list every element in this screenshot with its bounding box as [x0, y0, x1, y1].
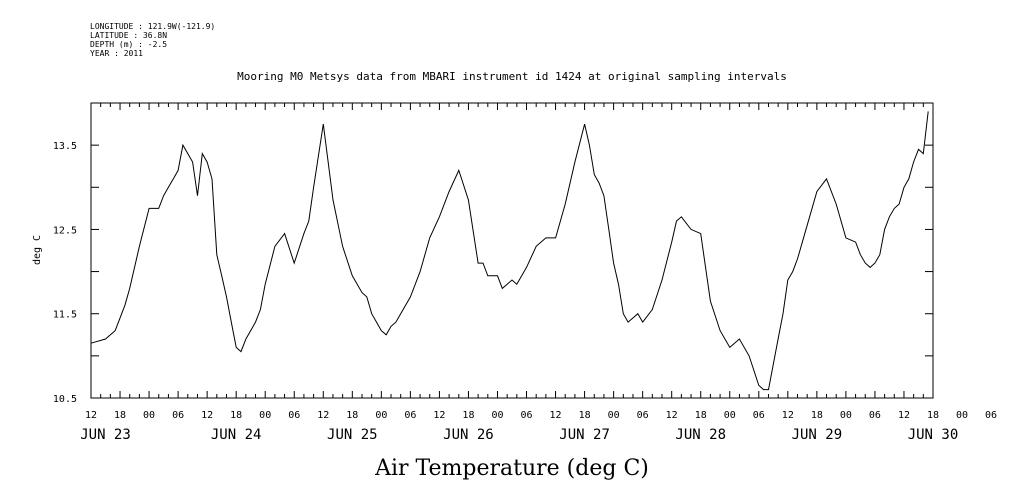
- x-day-label: JUN 26: [443, 427, 494, 443]
- x-hour-tick-label: 18: [811, 410, 823, 421]
- x-hour-tick-label: 18: [230, 410, 242, 421]
- year-text: YEAR : 2011: [90, 49, 143, 58]
- x-hour-tick-label: 06: [869, 410, 881, 421]
- x-hour-tick-label: 12: [201, 410, 213, 421]
- y-axis-title: deg C: [32, 235, 43, 265]
- x-hour-tick-label: 12: [550, 410, 562, 421]
- x-hour-tick-label: 18: [579, 410, 591, 421]
- x-hour-tick-label: 12: [85, 410, 97, 421]
- x-hour-tick-label: 00: [608, 410, 620, 421]
- x-hour-tick-label: 06: [985, 410, 997, 421]
- x-hour-tick-label: 06: [172, 410, 184, 421]
- x-day-label: JUN 28: [675, 427, 726, 443]
- latitude-text: LATITUDE : 36.8N: [90, 31, 168, 40]
- x-hour-tick-label: 12: [433, 410, 445, 421]
- x-hour-tick-label: 12: [666, 410, 678, 421]
- longitude-text: LONGITUDE : 121.9W(-121.9): [90, 22, 216, 31]
- x-hour-tick-label: 00: [724, 410, 736, 421]
- x-hour-tick-label: 18: [346, 410, 358, 421]
- x-day-label: JUN 30: [908, 427, 959, 443]
- x-hour-tick-label: 12: [898, 410, 910, 421]
- series-group: [90, 111, 929, 391]
- y-tick-label: 10.5: [53, 394, 77, 405]
- x-hour-tick-label: 18: [462, 410, 474, 421]
- x-hour-tick-label: 12: [317, 410, 329, 421]
- x-hour-tick-label: 00: [143, 410, 155, 421]
- y-tick-label: 12.5: [53, 225, 77, 236]
- x-day-label: JUN 27: [559, 427, 610, 443]
- y-tick-label: 11.5: [53, 310, 77, 321]
- x-hour-tick-label: 06: [520, 410, 532, 421]
- x-hour-tick-label: 00: [375, 410, 387, 421]
- depth-text: DEPTH (m) : -2.5: [90, 40, 168, 49]
- x-hour-tick-label: 06: [637, 410, 649, 421]
- x-axis-day-labels: JUN 23 JUN 24 JUN 25 JUN 26 JUN 27 JUN 28 JUN …: [80, 427, 958, 443]
- plot-frame: [90, 102, 934, 399]
- x-hour-tick-label: 18: [927, 410, 939, 421]
- y-axis-labels: 10.5 11.5 12.5 13.5: [53, 141, 77, 405]
- x-day-label: JUN 29: [792, 427, 843, 443]
- x-hour-tick-label: 06: [404, 410, 416, 421]
- x-hour-tick-label: 18: [695, 410, 707, 421]
- x-hour-tick-label: 00: [259, 410, 271, 421]
- chart-footer-label: Air Temperature (deg C): [374, 456, 649, 481]
- x-day-label: JUN 24: [211, 427, 262, 443]
- x-axis-hour-labels: 12 18 00 06 12 18 00 06 12 18 00 06 12 18 00 06 12 18 00 06…: [85, 410, 997, 421]
- x-hour-tick-label: 00: [491, 410, 503, 421]
- x-day-label: JUN 23: [80, 427, 131, 443]
- chart-title: Mooring M0 Metsys data from MBARI instru…: [237, 70, 787, 83]
- x-axis-ticks: [90, 103, 934, 398]
- x-hour-tick-label: 06: [753, 410, 765, 421]
- x-hour-tick-label: 00: [840, 410, 852, 421]
- air-temperature-line: [90, 111, 929, 391]
- x-hour-tick-label: 12: [782, 410, 794, 421]
- x-day-label: JUN 25: [327, 427, 378, 443]
- x-hour-tick-label: 00: [956, 410, 968, 421]
- y-tick-label: 13.5: [53, 141, 77, 152]
- x-hour-tick-label: 18: [114, 410, 126, 421]
- x-hour-tick-label: 06: [288, 410, 300, 421]
- y-axis-ticks: [91, 102, 933, 399]
